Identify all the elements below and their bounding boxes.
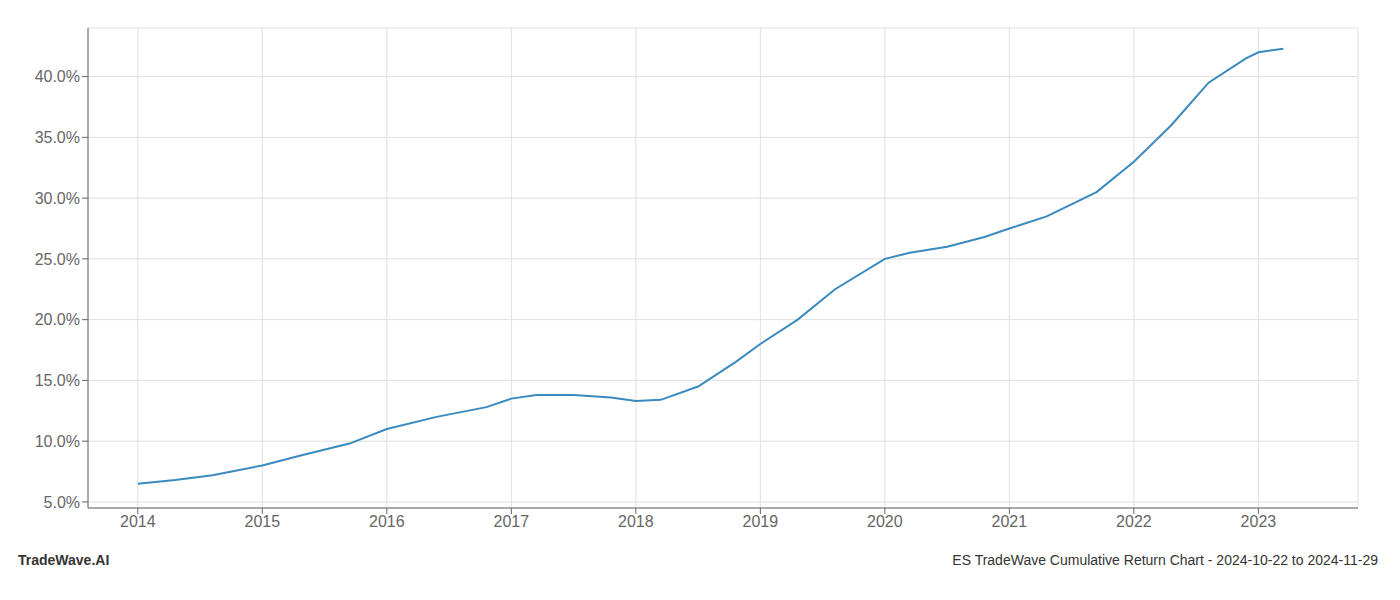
svg-text:30.0%: 30.0% bbox=[35, 190, 80, 207]
svg-text:15.0%: 15.0% bbox=[35, 372, 80, 389]
svg-text:40.0%: 40.0% bbox=[35, 68, 80, 85]
svg-text:35.0%: 35.0% bbox=[35, 129, 80, 146]
svg-text:2015: 2015 bbox=[245, 513, 281, 530]
svg-text:2014: 2014 bbox=[120, 513, 156, 530]
svg-text:2023: 2023 bbox=[1241, 513, 1277, 530]
svg-text:20.0%: 20.0% bbox=[35, 311, 80, 328]
svg-text:2018: 2018 bbox=[618, 513, 654, 530]
svg-text:25.0%: 25.0% bbox=[35, 251, 80, 268]
svg-text:2016: 2016 bbox=[369, 513, 405, 530]
svg-text:2017: 2017 bbox=[494, 513, 530, 530]
html-text:ES TradeWave Cumulative Return: ES TradeWave Cumulative Return Chart - 2… bbox=[952, 552, 1378, 568]
svg-text:2020: 2020 bbox=[867, 513, 903, 530]
svg-text:2021: 2021 bbox=[992, 513, 1028, 530]
html-text:TradeWave.AI: TradeWave.AI bbox=[18, 552, 110, 568]
svg-text:2019: 2019 bbox=[743, 513, 779, 530]
svg-text:10.0%: 10.0% bbox=[35, 433, 80, 450]
svg-text:2022: 2022 bbox=[1116, 513, 1152, 530]
svg-text:5.0%: 5.0% bbox=[44, 494, 80, 511]
